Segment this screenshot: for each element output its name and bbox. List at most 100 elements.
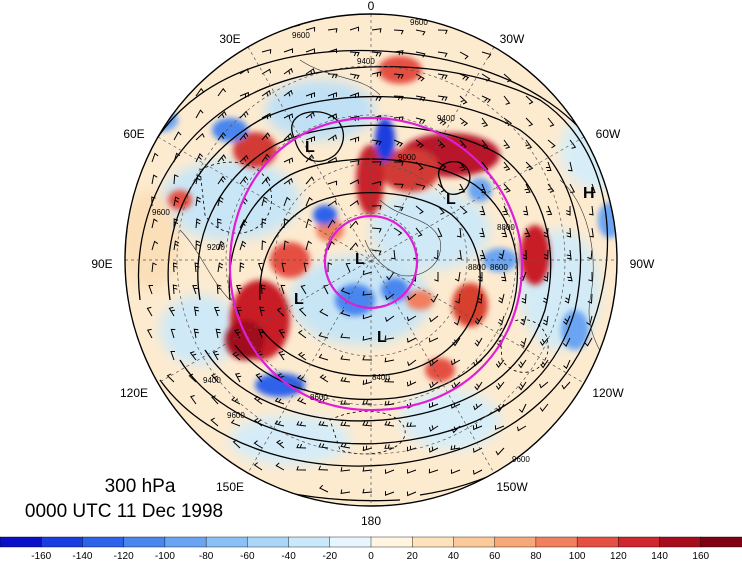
contour-label: 9600 [410,18,428,27]
wind-barb [472,447,483,453]
wind-barb [340,467,351,472]
wind-barb [362,421,373,427]
wind-barb [297,351,307,361]
wind-barb [173,196,180,207]
wind-barb [362,314,373,320]
wind-barb [371,139,382,146]
wind-barb [437,29,448,35]
wind-barb [479,249,486,259]
wind-barb [520,337,527,348]
wind-barb [283,89,293,97]
wind-barb [327,156,338,163]
contour-label: 8800 [468,263,486,272]
wind-barb [195,196,202,207]
colorbar-tick-label: -20 [323,551,338,561]
wind-barb [305,218,312,229]
wind-barb [168,306,176,317]
wind-barb [239,240,247,251]
colorbar-swatch [494,536,537,548]
wind-barb [547,139,556,149]
contour-label: 9600 [227,411,245,420]
graticule [125,14,617,506]
wind-barb [474,381,483,391]
wind-barb [345,262,351,273]
wind-barb [303,262,309,273]
wind-barb [239,68,249,75]
wind-barb [371,28,382,33]
lon-label: 90W [630,257,655,271]
wind-barb [587,293,593,304]
wind-barb [586,315,593,326]
wind-barb [481,117,489,127]
wind-barb [542,293,549,304]
wind-barb [261,68,272,75]
wind-barb [520,315,527,326]
wind-barb [589,227,594,238]
wind-barb [415,95,426,102]
wind-barb [283,132,293,141]
colorbar-tick-label: 160 [692,551,709,561]
wind-barb [518,403,527,413]
wind-barb [543,271,549,282]
wind-barb [384,377,395,383]
wind-barb [195,218,201,229]
wind-barb [239,175,249,185]
wind-barb [254,417,263,427]
wind-barb [173,218,179,229]
wind-barb [415,117,426,124]
wind-barb [151,262,157,273]
wind-barb [384,357,395,363]
wind-barb [481,139,489,149]
wind-barb [501,271,507,282]
wind-barb [428,402,439,409]
wind-barb [415,51,426,58]
wind-barb [588,271,593,282]
wind-barb [239,262,245,273]
low-pressure-marker: L [355,251,365,268]
wind-barb [151,174,158,185]
lon-label: 60W [596,127,621,141]
wind-barb [231,396,241,405]
colorbar-swatch [329,536,372,548]
wind-barb [261,176,271,185]
wind-barb [173,152,181,163]
wind-barb [274,420,285,427]
wind-barb [437,139,446,149]
wind-barb [297,374,307,383]
reference-circles [228,116,524,412]
wind-barb [390,249,396,260]
wind-barb [450,358,461,366]
colorbar-tick-label: -120 [114,551,134,561]
colorbar-tick-label: -160 [31,551,51,561]
wind-barb [195,87,204,97]
wind-barb [522,249,527,260]
wind-barb [437,95,448,102]
wind-barb [327,240,335,251]
wind-barb [393,139,404,147]
contour-label: 9000 [398,153,416,162]
wind-barb [386,271,395,281]
wind-barb [430,293,439,303]
lon-label: 120W [592,386,624,400]
contour-label: 9400 [357,57,375,66]
wind-barb [318,443,329,449]
wind-barb [260,284,266,295]
wind-barb [283,218,289,229]
wind-barb [406,337,417,343]
wind-barb [146,306,153,317]
wind-barb [566,205,571,216]
lon-label: 120E [120,386,148,400]
wind-barb [434,272,439,282]
wind-barb [393,95,404,101]
wind-barb [525,161,534,171]
wind-barb [349,242,359,251]
wind-barb [429,359,439,367]
wind-barb [192,285,199,295]
colorbar-swatch [576,536,619,548]
wind-barb [429,381,439,389]
wind-barb [428,446,439,453]
wind-barb [371,95,382,102]
wind-barb [213,306,220,317]
wind-barb [340,421,351,427]
wind-barb [217,87,226,97]
